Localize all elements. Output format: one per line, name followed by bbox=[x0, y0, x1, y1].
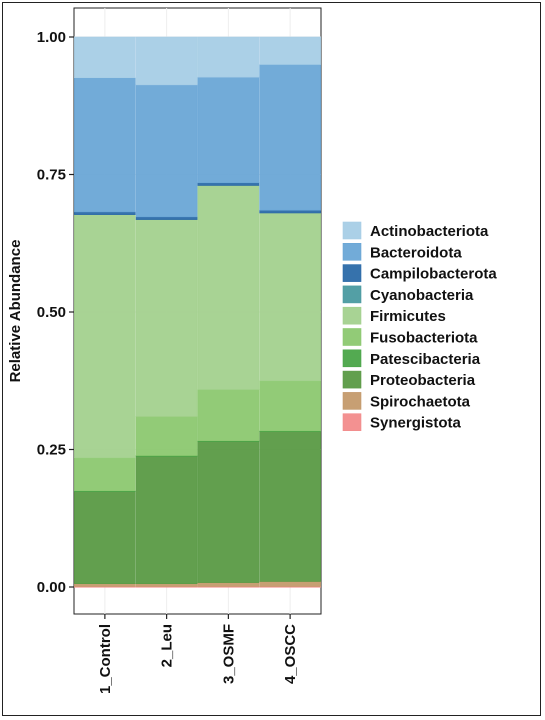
bar-segment-spirochaetota-3_osmf bbox=[197, 582, 260, 587]
bar-segment-campilobacterota-3_osmf bbox=[197, 182, 260, 186]
bar-segment-campilobacterota-1_control bbox=[74, 211, 136, 215]
bar-segment-proteobacteria-2_leu bbox=[135, 455, 198, 585]
y-tick-label: 0.25 bbox=[37, 442, 66, 459]
bar-segment-firmicutes-1_control bbox=[74, 214, 136, 459]
bar-segment-spirochaetota-4_oscc bbox=[259, 581, 321, 587]
legend-label-spirochaetota: Spirochaetota bbox=[370, 393, 471, 410]
y-tick-label: 1.00 bbox=[37, 29, 66, 46]
legend-swatch-spirochaetota bbox=[342, 392, 362, 410]
y-tick-label: 0.50 bbox=[37, 304, 66, 321]
bar-segment-actinobacteriota-3_osmf bbox=[197, 36, 260, 78]
legend-label-cyanobacteria: Cyanobacteria bbox=[370, 287, 474, 304]
bar-segment-bacteroidota-2_leu bbox=[135, 84, 198, 218]
bar-segment-actinobacteriota-1_control bbox=[74, 36, 136, 79]
bar-segment-fusobacteriota-1_control bbox=[74, 457, 136, 492]
legend-label-synergistota: Synergistota bbox=[370, 415, 462, 432]
bar-segment-fusobacteriota-4_oscc bbox=[259, 380, 321, 432]
x-tick-label: 4_OSCC bbox=[282, 624, 299, 684]
bar-segment-fusobacteriota-2_leu bbox=[135, 416, 198, 456]
bar-segment-proteobacteria-4_oscc bbox=[259, 431, 321, 582]
legend-label-campilobacterota: Campilobacterota bbox=[370, 266, 497, 283]
bar-segment-bacteroidota-1_control bbox=[74, 77, 136, 213]
y-axis: 0.00 0.25 0.50 0.75 1.00 bbox=[37, 29, 74, 596]
y-tick-label: 0.00 bbox=[37, 579, 66, 596]
legend-label-proteobacteria: Proteobacteria bbox=[370, 372, 476, 389]
x-axis: 1_Control 2_Leu 3_OSMF 4_OSCC bbox=[97, 614, 299, 694]
legend-swatch-proteobacteria bbox=[342, 370, 362, 389]
y-axis-title: Relative Abundance bbox=[7, 240, 24, 383]
bar-segment-firmicutes-2_leu bbox=[135, 219, 198, 417]
legend-swatch-firmicutes bbox=[342, 306, 362, 325]
legend-label-firmicutes: Firmicutes bbox=[370, 308, 446, 325]
bar-segment-actinobacteriota-2_leu bbox=[135, 36, 198, 86]
legend-swatch-synergistota bbox=[342, 413, 362, 432]
legend-swatch-bacteroidota bbox=[342, 243, 362, 261]
bar-segment-campilobacterota-2_leu bbox=[135, 216, 198, 220]
x-tick-label: 2_Leu bbox=[159, 624, 176, 667]
bar-segment-campilobacterota-4_oscc bbox=[259, 209, 321, 214]
legend-swatch-fusobacteriota bbox=[342, 328, 362, 346]
bar-segment-bacteroidota-3_osmf bbox=[197, 76, 260, 184]
bar-segment-proteobacteria-3_osmf bbox=[197, 440, 260, 583]
bar-segment-bacteroidota-4_oscc bbox=[259, 64, 321, 211]
legend-label-fusobacteriota: Fusobacteriota bbox=[370, 330, 478, 347]
legend-swatch-campilobacterota bbox=[342, 264, 362, 282]
legend-label-bacteroidota: Bacteroidota bbox=[370, 244, 462, 261]
bar-segment-spirochaetota-1_control bbox=[74, 583, 136, 587]
legend-swatch-patescibacteria bbox=[342, 349, 362, 368]
bar-segment-proteobacteria-1_control bbox=[74, 490, 136, 584]
x-tick-label: 3_OSMF bbox=[220, 624, 237, 684]
bar-segment-firmicutes-3_osmf bbox=[197, 185, 260, 390]
legend: Actinobacteriota Bacteroidota Campilobacte… bbox=[342, 221, 497, 432]
legend-label-actinobacteriota: Actinobacteriota bbox=[370, 223, 489, 240]
legend-swatch-cyanobacteria bbox=[342, 285, 362, 304]
legend-label-patescibacteria: Patescibacteria bbox=[370, 351, 481, 368]
x-tick-label: 1_Control bbox=[97, 624, 114, 694]
y-tick-label: 0.75 bbox=[37, 167, 66, 184]
bars-group bbox=[74, 36, 321, 588]
bar-segment-fusobacteriota-3_osmf bbox=[197, 389, 260, 441]
bar-segment-firmicutes-4_oscc bbox=[259, 212, 321, 382]
bar-segment-spirochaetota-2_leu bbox=[135, 583, 198, 587]
bar-segment-actinobacteriota-4_oscc bbox=[259, 36, 321, 65]
legend-swatch-actinobacteriota bbox=[342, 221, 362, 240]
